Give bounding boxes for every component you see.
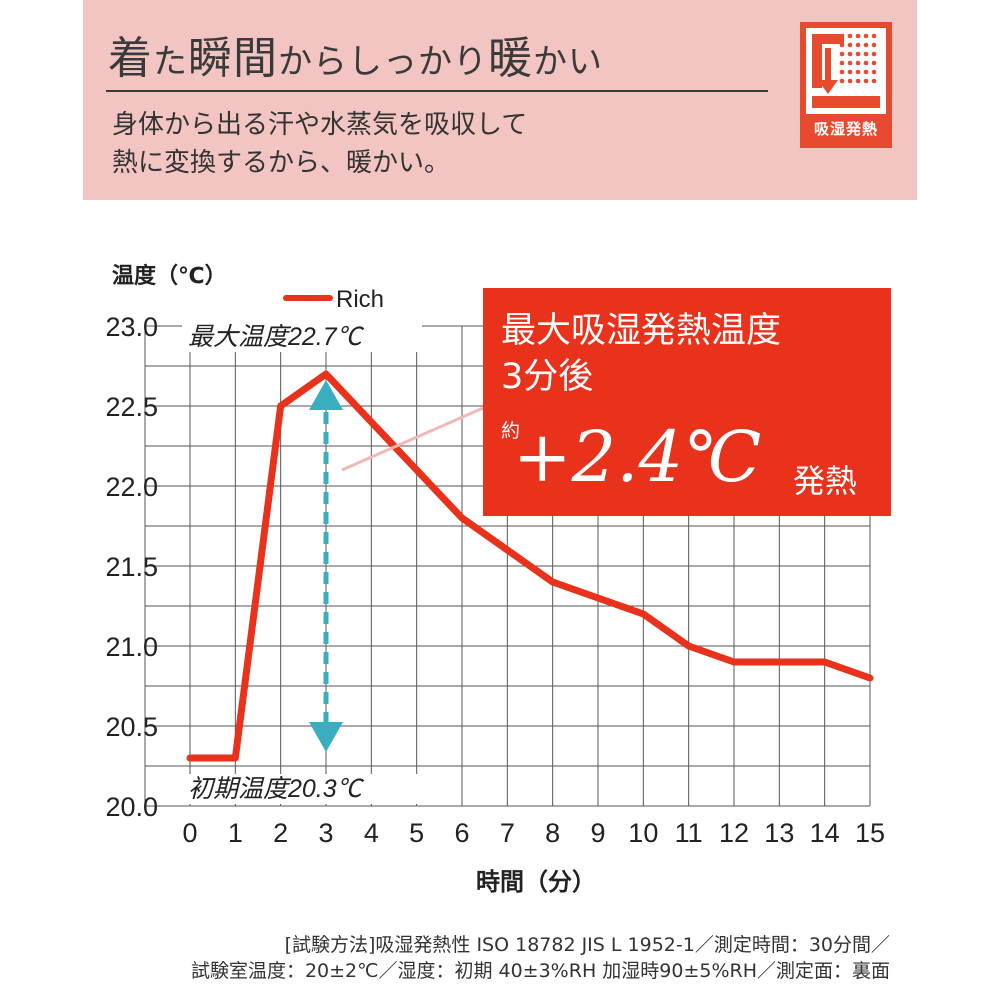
header-banner xyxy=(83,0,917,200)
callout-value: +2.4℃ xyxy=(513,416,762,498)
headline-part: た xyxy=(153,42,188,82)
badge-dot xyxy=(863,51,869,57)
absorb-heat-icon xyxy=(812,33,880,108)
x-tick-label: 6 xyxy=(454,818,469,848)
badge-dot xyxy=(847,78,853,84)
max-label-bg xyxy=(182,322,422,352)
badge-dot xyxy=(839,42,845,48)
headline-part: しっかり xyxy=(348,42,488,82)
y-tick-label: 20.0 xyxy=(105,792,158,822)
badge-dot xyxy=(847,42,853,48)
max-temperature-label: 最大温度22.7℃ xyxy=(188,323,365,351)
headline-part: 暖 xyxy=(488,33,533,84)
y-tick-label: 22.0 xyxy=(105,472,158,502)
max-heat-callout: 最大吸湿発熱温度 3分後 約 +2.4℃ 発熱 xyxy=(483,288,891,516)
headline-rule xyxy=(106,90,768,92)
subheading: 身体から出る汗や水蒸気を吸収して 熱に変換するから、暖かい。 xyxy=(112,106,527,182)
x-tick-label: 11 xyxy=(675,818,703,848)
badge-dot xyxy=(871,78,877,84)
x-tick-label: 2 xyxy=(273,818,288,848)
y-axis-title: 温度（℃） xyxy=(112,264,227,289)
badge-dot xyxy=(855,42,861,48)
x-tick-label: 1 xyxy=(228,818,243,848)
y-tick-label: 21.0 xyxy=(105,632,158,662)
badge-dot xyxy=(839,33,845,39)
badge-dot xyxy=(847,69,853,75)
badge-dot xyxy=(847,60,853,66)
badge-dot xyxy=(871,69,877,75)
badge-dot xyxy=(863,78,869,84)
initial-temperature-label: 初期温度20.3℃ xyxy=(188,775,365,803)
y-tick-label: 20.5 xyxy=(105,712,158,742)
moisture-heat-badge: 吸湿発熱 xyxy=(800,22,892,148)
x-tick-label: 15 xyxy=(855,818,885,848)
badge-dot xyxy=(839,51,845,57)
badge-dot xyxy=(863,42,869,48)
callout-pointer xyxy=(341,406,484,472)
x-tick-label: 9 xyxy=(590,818,605,848)
footnote-line-2: 試験室温度：20±2℃／湿度：初期 40±3%RH 加湿時90±5%RH／測定面… xyxy=(190,960,890,982)
badge-dot xyxy=(855,78,861,84)
badge-icon-area xyxy=(806,28,886,114)
badge-dot xyxy=(847,33,853,39)
badge-dot xyxy=(871,33,877,39)
x-tick-label: 12 xyxy=(719,818,749,848)
x-tick-label: 10 xyxy=(628,818,658,848)
y-tick-label: 21.5 xyxy=(105,552,158,582)
legend-label: Rich xyxy=(336,286,384,313)
x-tick-label: 7 xyxy=(500,818,515,848)
x-tick-label: 3 xyxy=(318,818,333,848)
headline-part: から xyxy=(278,42,348,82)
badge-dot xyxy=(839,69,845,75)
x-tick-label: 4 xyxy=(364,818,379,848)
badge-dot xyxy=(855,60,861,66)
badge-dot xyxy=(855,33,861,39)
callout-time: 3分後 xyxy=(501,357,594,397)
x-tick-label: 13 xyxy=(764,818,794,848)
badge-dot xyxy=(863,60,869,66)
arrow-head-up xyxy=(309,380,343,410)
badge-dot xyxy=(855,69,861,75)
x-tick-label: 0 xyxy=(182,818,197,848)
badge-dot xyxy=(847,51,853,57)
headline: 着た瞬間からしっかり暖かい xyxy=(108,22,603,86)
badge-dot xyxy=(871,60,877,66)
badge-dot xyxy=(839,60,845,66)
y-tick-label: 23.0 xyxy=(105,312,158,342)
headline-part: 瞬間 xyxy=(188,33,278,84)
subheading-line-2: 熱に変換するから、暖かい。 xyxy=(112,148,451,178)
badge-dot xyxy=(839,78,845,84)
x-tick-label: 14 xyxy=(810,818,840,848)
badge-dot xyxy=(871,51,877,57)
headline-part: かい xyxy=(533,42,603,82)
x-axis-title: 時間（分） xyxy=(476,868,596,896)
badge-dot xyxy=(871,42,877,48)
callout-prefix: 約 xyxy=(501,420,521,442)
callout-title: 最大吸湿発熱温度 xyxy=(501,311,782,351)
x-tick-label: 8 xyxy=(545,818,560,848)
x-tick-label: 5 xyxy=(409,818,424,848)
initial-label-bg xyxy=(182,774,422,804)
footnote-line-1: [試験方法]吸湿発熱性 ISO 18782 JIS L 1952-1／測定時間：… xyxy=(284,934,890,956)
arrow-head-down xyxy=(309,722,343,752)
headline-part: 着 xyxy=(108,33,153,84)
badge-dot xyxy=(863,33,869,39)
y-tick-label: 22.5 xyxy=(105,392,158,422)
badge-dot xyxy=(863,69,869,75)
badge-dot xyxy=(855,51,861,57)
badge-label: 吸湿発熱 xyxy=(813,120,878,138)
callout-suffix: 発熱 xyxy=(793,462,858,500)
subheading-line-1: 身体から出る汗や水蒸気を吸収して xyxy=(112,110,528,140)
